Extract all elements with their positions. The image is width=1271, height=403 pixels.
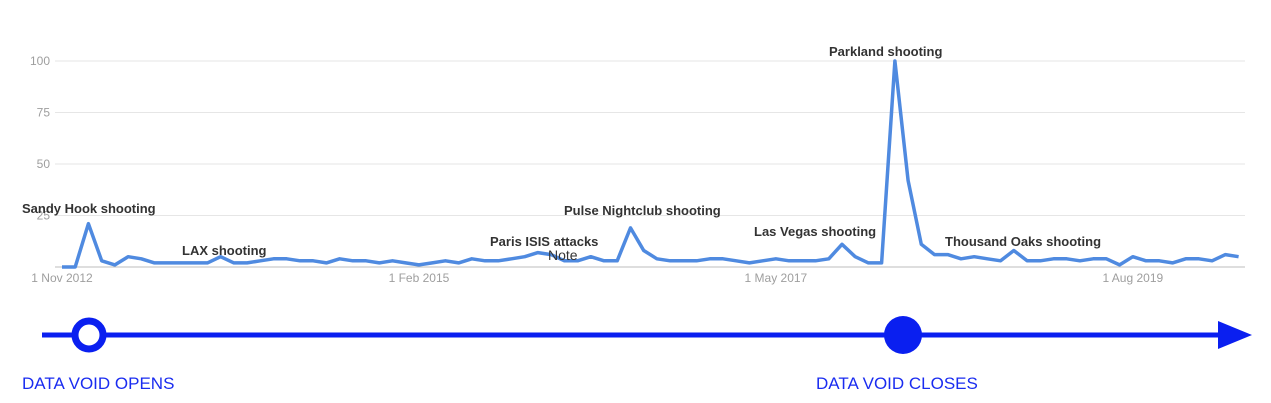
- x-tick-label: 1 May 2017: [745, 271, 808, 285]
- timeline-arrow: [1218, 321, 1252, 349]
- annotation: Las Vegas shooting: [754, 224, 876, 239]
- annotation: LAX shooting: [182, 243, 267, 258]
- annotation: Note: [548, 247, 578, 263]
- x-tick-label: 1 Feb 2015: [389, 271, 450, 285]
- void-open-label: DATA VOID OPENS: [22, 374, 174, 393]
- x-tick-label: 1 Aug 2019: [1102, 271, 1163, 285]
- y-tick-label: 25: [37, 209, 51, 223]
- void-close-marker: [884, 316, 922, 354]
- trend-line: [62, 59, 1239, 269]
- x-tick-label: 1 Nov 2012: [31, 271, 93, 285]
- annotation: Pulse Nightclub shooting: [564, 203, 721, 218]
- annotation: Paris ISIS attacks: [490, 234, 598, 249]
- annotation: Parkland shooting: [829, 44, 942, 59]
- y-tick-label: 50: [37, 157, 51, 171]
- annotation: Thousand Oaks shooting: [945, 234, 1101, 249]
- y-tick-label: 100: [30, 54, 50, 68]
- y-tick-label: 75: [37, 106, 51, 120]
- void-open-marker: [71, 317, 107, 353]
- annotation: Sandy Hook shooting: [22, 201, 156, 216]
- void-close-label: DATA VOID CLOSES: [816, 374, 978, 393]
